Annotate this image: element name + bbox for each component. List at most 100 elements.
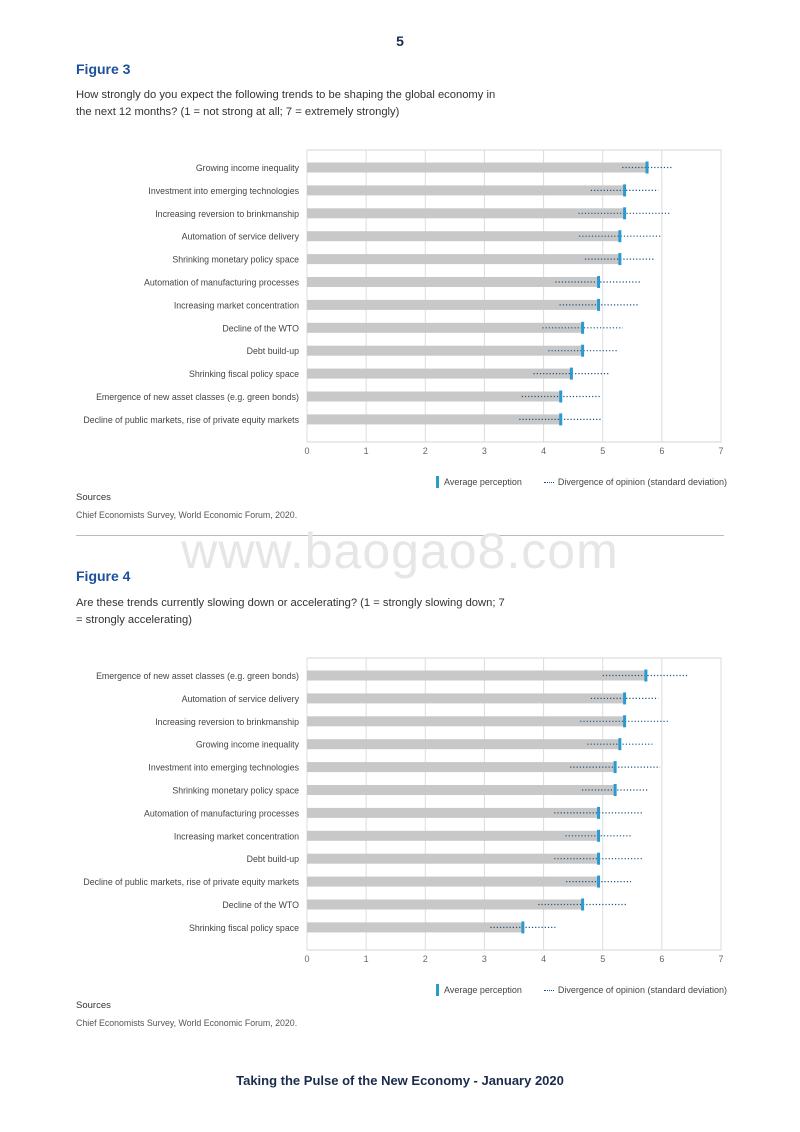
average-marker <box>569 367 573 380</box>
average-marker <box>618 738 622 751</box>
category-label: Emergence of new asset classes (e.g. gre… <box>96 392 299 402</box>
average-marker <box>623 692 627 705</box>
figure-3-sources-label: Sources <box>76 492 111 503</box>
x-tick-label: 6 <box>659 954 664 964</box>
x-tick-label: 4 <box>541 954 546 964</box>
category-label: Increasing reversion to brinkmanship <box>155 209 299 219</box>
bar <box>307 368 572 379</box>
bar <box>307 391 561 402</box>
category-label: Growing income inequality <box>196 740 300 750</box>
bar <box>307 254 620 265</box>
average-marker <box>644 669 648 682</box>
average-marker <box>597 806 601 819</box>
category-label: Growing income inequality <box>196 163 300 173</box>
bar <box>307 739 620 750</box>
watermark: www.baogao8.com <box>181 523 619 579</box>
average-marker <box>581 321 585 334</box>
category-label: Automation of manufacturing processes <box>144 808 300 818</box>
category-label: Shrinking fiscal policy space <box>189 923 299 933</box>
average-marker-icon <box>436 984 439 996</box>
average-marker <box>559 390 563 403</box>
bar <box>307 899 583 910</box>
average-marker <box>613 761 617 774</box>
category-label: Automation of service delivery <box>182 232 300 242</box>
bar <box>307 414 561 425</box>
bar <box>307 876 599 887</box>
average-marker <box>613 784 617 796</box>
bar <box>307 716 625 727</box>
legend-average: Average perception <box>436 984 522 996</box>
bar <box>307 670 646 681</box>
average-marker <box>521 921 525 934</box>
bar <box>307 299 599 310</box>
category-label: Debt build-up <box>247 854 299 864</box>
x-tick-label: 3 <box>482 446 487 456</box>
bar <box>307 162 648 173</box>
average-marker <box>597 276 601 288</box>
figure-4-legend: Average perception Divergence of opinion… <box>436 984 727 996</box>
bar <box>307 208 625 219</box>
average-marker <box>597 298 601 311</box>
x-tick-label: 2 <box>423 446 428 456</box>
figure-3-sources-text: Chief Economists Survey, World Economic … <box>76 510 298 520</box>
category-label: Decline of the WTO <box>222 900 299 910</box>
figure-4-question: Are these trends currently slowing down … <box>76 597 505 626</box>
category-label: Increasing market concentration <box>174 300 299 310</box>
x-tick-label: 1 <box>364 954 369 964</box>
figure-3-legend: Average perception Divergence of opinion… <box>436 476 727 488</box>
category-label: Increasing market concentration <box>174 831 299 841</box>
x-tick-label: 7 <box>718 954 723 964</box>
x-tick-label: 1 <box>364 446 369 456</box>
bar <box>307 277 599 287</box>
category-label: Shrinking fiscal policy space <box>189 369 299 379</box>
figure-4-chart: 0 1 2 3 4 5 6 7 Emergence of new asset classes (… <box>83 657 724 964</box>
bar <box>307 807 599 818</box>
figure-3-chart: 0 1 2 3 4 5 6 7 Growing income inequality Investm… <box>83 149 724 456</box>
legend-average-label: Average perception <box>444 477 522 487</box>
category-label: Decline of public markets, rise of priva… <box>83 877 299 887</box>
bar <box>307 322 583 333</box>
average-marker <box>559 413 563 426</box>
category-label: Decline of the WTO <box>222 323 299 333</box>
bar <box>307 785 616 795</box>
category-label: Shrinking monetary policy space <box>172 786 299 796</box>
bar <box>307 853 599 864</box>
legend-deviation: Divergence of opinion (standard deviatio… <box>543 477 727 487</box>
average-marker <box>597 829 601 842</box>
x-tick-label: 3 <box>482 954 487 964</box>
legend-deviation-label: Divergence of opinion (standard deviatio… <box>557 477 727 487</box>
figure-4-sources-label: Sources <box>76 1000 111 1011</box>
category-label: Investment into emerging technologies <box>148 186 299 196</box>
average-marker <box>618 230 622 243</box>
category-label: Shrinking monetary policy space <box>172 255 299 265</box>
figure-4-title: Figure 4 <box>76 568 131 584</box>
legend-average-label: Average perception <box>444 985 522 995</box>
page-number: 5 <box>396 33 404 49</box>
average-marker <box>618 253 622 266</box>
x-tick-label: 2 <box>423 954 428 964</box>
x-tick-label: 5 <box>600 954 605 964</box>
dotted-line-icon <box>543 481 554 483</box>
average-marker <box>623 715 627 728</box>
category-label: Decline of public markets, rise of priva… <box>83 415 299 425</box>
x-tick-label: 4 <box>541 446 546 456</box>
average-marker-icon <box>436 476 439 488</box>
section-divider <box>76 535 724 536</box>
dotted-line-icon <box>543 989 554 991</box>
average-marker <box>597 875 601 888</box>
figure-3-question: How strongly do you expect the following… <box>76 89 496 118</box>
x-tick-label: 0 <box>304 446 309 456</box>
bar <box>307 762 616 773</box>
average-marker <box>581 344 585 357</box>
average-marker <box>581 898 585 911</box>
bar <box>307 345 583 356</box>
category-label: Debt build-up <box>247 346 299 356</box>
bar <box>307 231 620 242</box>
figure-4-sources-text: Chief Economists Survey, World Economic … <box>76 1018 298 1028</box>
category-label: Automation of service delivery <box>182 694 300 704</box>
bar <box>307 693 625 704</box>
figure-3-title: Figure 3 <box>76 61 131 77</box>
bar <box>307 830 599 841</box>
x-tick-label: 0 <box>304 954 309 964</box>
category-label: Investment into emerging technologies <box>148 763 299 773</box>
